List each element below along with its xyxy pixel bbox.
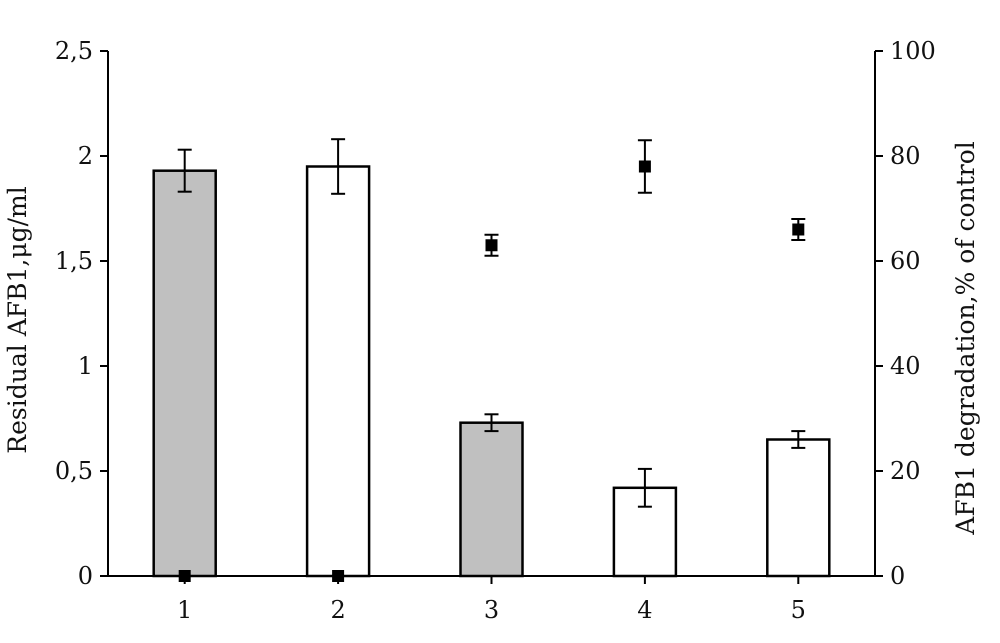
right-axis-title: AFB1 degradation,% of control xyxy=(951,141,980,535)
left-axis-title: Residual AFB1,μg/ml xyxy=(3,186,32,453)
y-tick-label: 2 xyxy=(78,142,93,170)
bar-1 xyxy=(152,169,217,578)
left-axis-ticks: 0 0,5 1 1,5 2 2,5 xyxy=(55,37,108,590)
bar-3 xyxy=(459,421,524,578)
bar-error-2 xyxy=(331,138,346,195)
degradation-marker-5 xyxy=(792,223,805,236)
x-tick-label: 5 xyxy=(791,596,806,624)
bar-error-5 xyxy=(791,430,806,449)
y2-tick-label: 40 xyxy=(890,352,921,380)
x-tick-label: 3 xyxy=(484,596,499,624)
y-tick-label: 0 xyxy=(78,562,93,590)
degradation-markers xyxy=(178,160,805,582)
y2-tick-label: 100 xyxy=(890,37,936,65)
y2-tick-label: 80 xyxy=(890,142,921,170)
bar-2 xyxy=(305,165,371,578)
bar-series xyxy=(152,165,831,578)
y2-tick-label: 0 xyxy=(890,562,905,590)
y-tick-label: 1 xyxy=(78,352,93,380)
x-tick-label: 2 xyxy=(330,596,345,624)
bar-error-4 xyxy=(637,467,652,508)
degradation-marker-3 xyxy=(485,239,498,252)
y-tick-label: 0,5 xyxy=(55,457,93,485)
y2-tick-label: 20 xyxy=(890,457,921,485)
y2-tick-label: 60 xyxy=(890,247,921,275)
x-tick-label: 4 xyxy=(637,596,652,624)
degradation-marker-4 xyxy=(638,160,651,173)
bar-error-3 xyxy=(484,413,499,433)
right-axis-ticks: 0 20 40 60 80 100 xyxy=(875,37,936,590)
bar-5 xyxy=(766,438,831,578)
x-axis-ticks: 1 2 3 4 5 xyxy=(177,576,806,624)
bar-error-1 xyxy=(177,148,192,193)
y-tick-label: 1,5 xyxy=(55,247,93,275)
x-tick-label: 1 xyxy=(177,596,192,624)
y-tick-label: 2,5 xyxy=(55,37,93,65)
